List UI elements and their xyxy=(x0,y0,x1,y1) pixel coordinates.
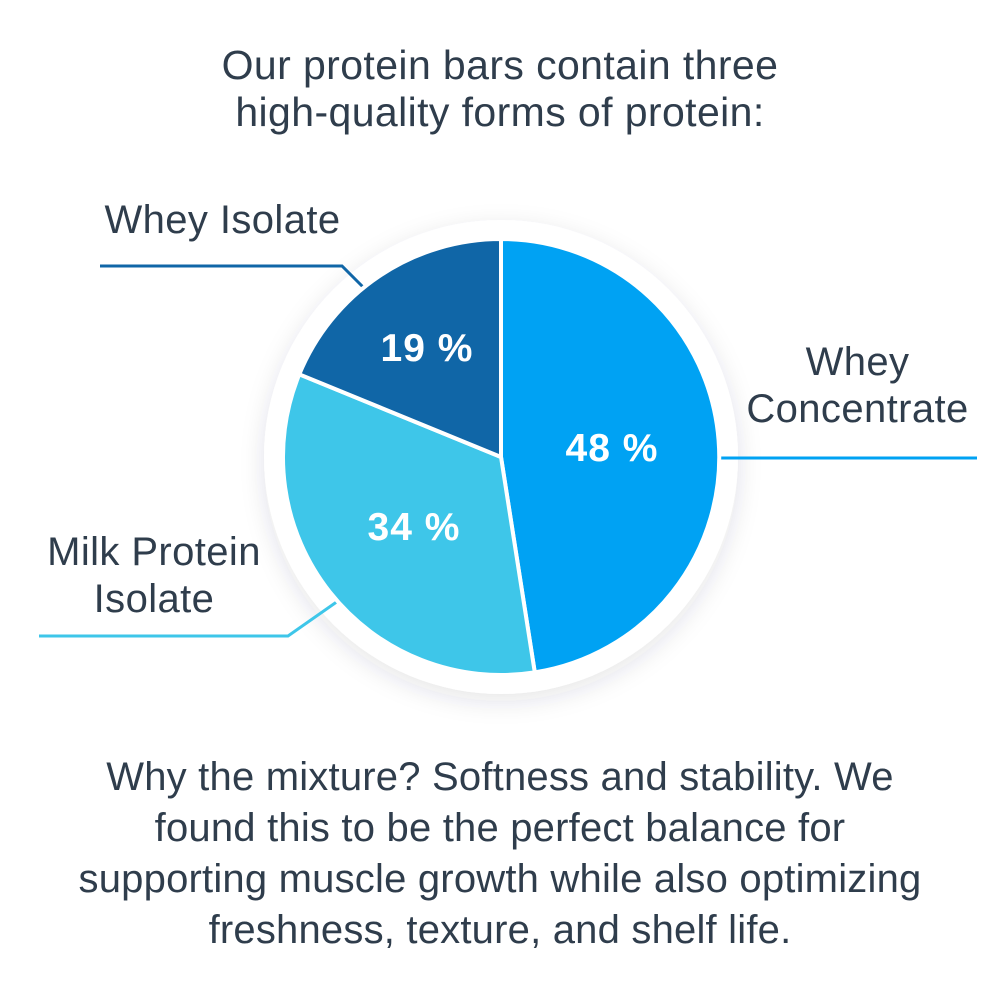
footer-paragraph: Why the mixture? Softness and stability.… xyxy=(0,752,1000,956)
leader-line-milk-protein-isolate xyxy=(39,592,349,638)
label-whey-concentrate: Whey Concentrate xyxy=(746,340,969,431)
label-milk-protein-isolate: Milk Protein Isolate xyxy=(47,530,261,621)
title-line-1: Our protein bars contain three xyxy=(221,42,779,88)
page-title: Our protein bars contain three high-qual… xyxy=(0,42,1000,136)
footer-line-1: Why the mixture? Softness and stability.… xyxy=(106,755,894,799)
footer-line-2: found this to be the perfect balance for xyxy=(154,806,846,850)
footer-line-4: freshness, texture, and shelf life. xyxy=(208,908,792,952)
value-label-milk-protein-isolate: 34 % xyxy=(367,506,461,549)
title-line-2: high-quality forms of protein: xyxy=(235,89,765,135)
pie-slice-whey-isolate xyxy=(297,237,503,459)
leader-line-whey-isolate xyxy=(100,264,372,296)
pie-slice-whey-concentrate xyxy=(499,237,722,675)
label-whey-isolate: Whey Isolate xyxy=(104,198,341,242)
value-label-whey-isolate: 19 % xyxy=(380,327,474,370)
pie-slice-milk-protein-isolate xyxy=(280,372,537,678)
value-label-whey-concentrate: 48 % xyxy=(565,427,659,470)
footer-line-3: supporting muscle growth while also opti… xyxy=(78,857,922,901)
